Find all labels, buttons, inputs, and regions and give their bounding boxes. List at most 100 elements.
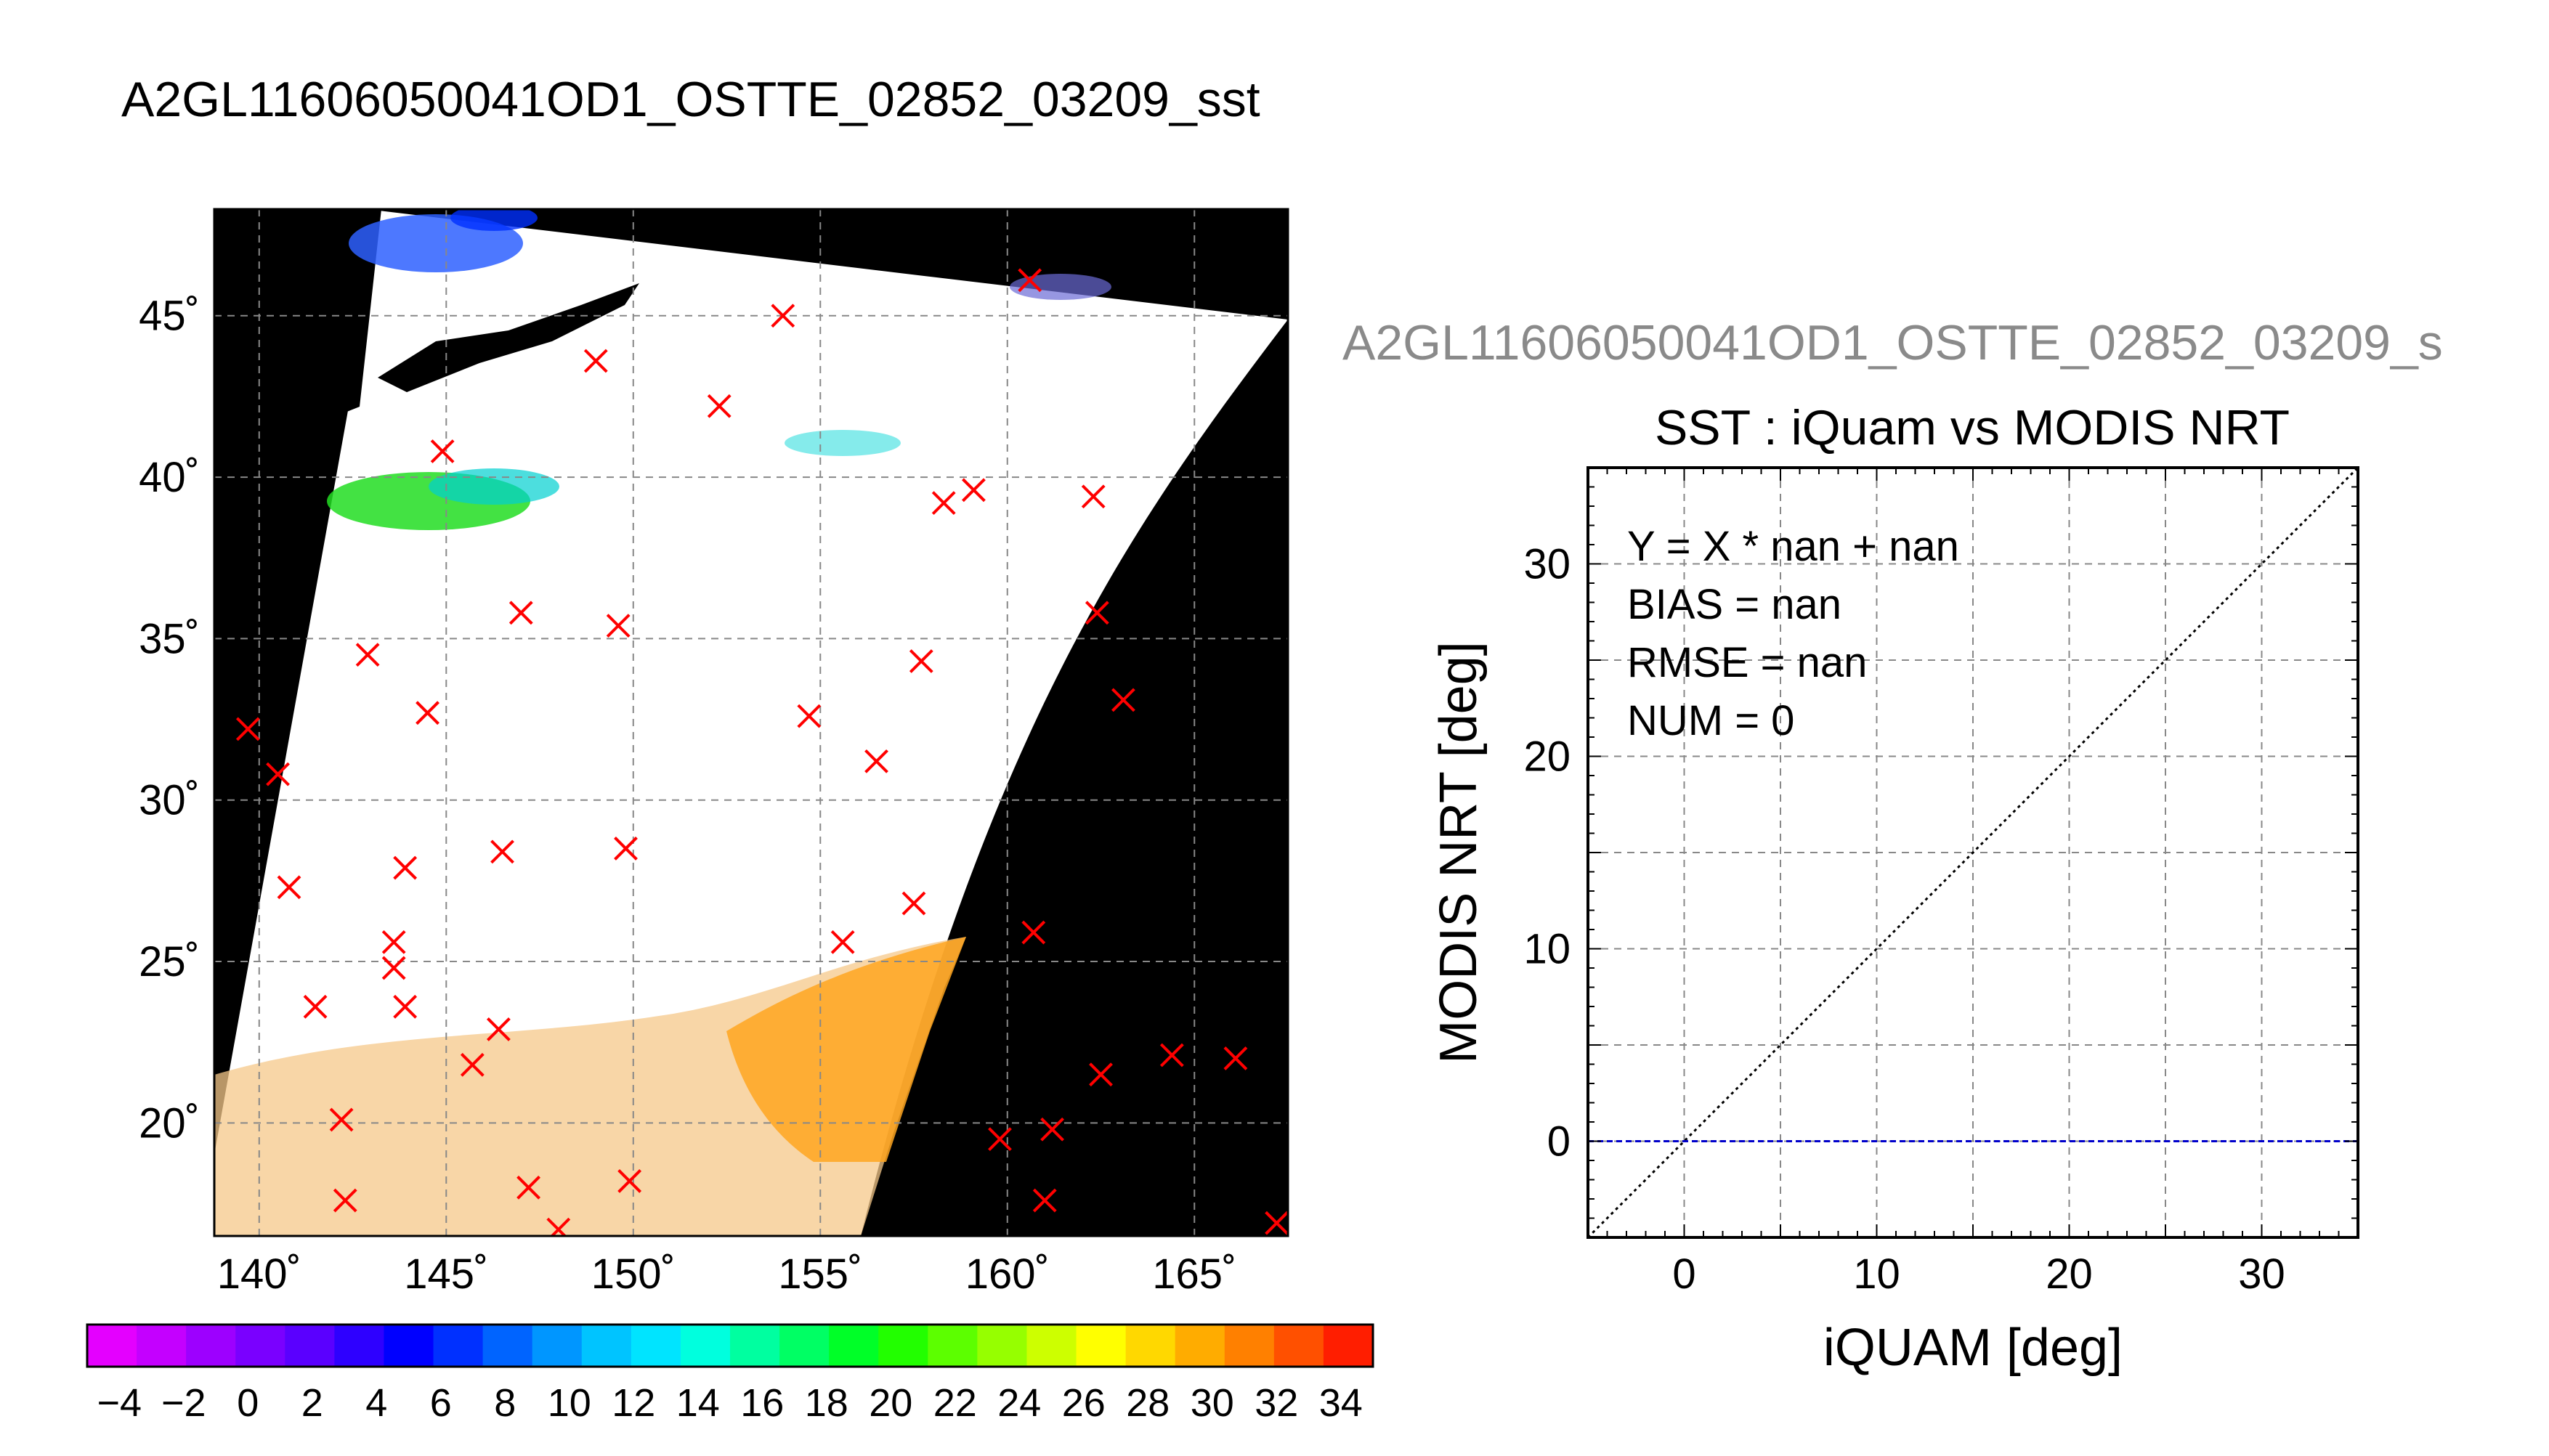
map-lon-tick-label: 165˚ [1152,1250,1236,1298]
colorbar-swatch [1076,1325,1127,1367]
buoy-marker [707,394,732,418]
buoy-marker [546,1217,571,1236]
colorbar-swatch [285,1325,335,1367]
buoy-marker [460,1052,485,1077]
colorbar-swatch [928,1325,978,1367]
x-tick-label: 0 [1672,1250,1695,1298]
buoy-marker [1032,1188,1057,1213]
map-lon-tick-label: 145˚ [404,1250,488,1298]
colorbar-swatch [532,1325,583,1367]
buoy-marker [1089,1062,1113,1087]
buoy-marker [430,439,455,463]
colorbar-swatch [631,1325,681,1367]
colorbar-label: 32 [1255,1381,1298,1425]
colorbar-swatch [1026,1325,1077,1367]
colorbar-swatch [482,1325,533,1367]
map-title: A2GL11606050041OD1_OSTTE_02852_03209_sst [121,72,1260,127]
buoy-marker [381,956,406,980]
buoy-marker [583,349,608,373]
buoy-marker [355,643,380,667]
colorbar-label: 22 [933,1381,977,1425]
x-axis-label: iQUAM [deg] [1823,1319,2123,1377]
colorbar-swatch [829,1325,879,1367]
colorbar-swatch [730,1325,780,1367]
buoy-marker [901,891,926,916]
buoy-marker [797,704,822,728]
colorbar-swatch [137,1325,187,1367]
colorbar-swatch [235,1325,285,1367]
colorbar-label: 14 [676,1381,720,1425]
colorbar: −4 −2 0 2 4 6 8 10 12 14 16 18 20 22 24 26 28 30 32 34 [86,1323,1374,1425]
colorbar-label: 12 [612,1381,655,1425]
buoy-marker [333,1188,357,1213]
buoy-marker [909,649,933,673]
map-lon-tick-label: 160˚ [965,1250,1050,1298]
colorbar-label: 20 [869,1381,912,1425]
sst-patch-north-east [1010,274,1111,300]
colorbar-swatch [186,1325,236,1367]
buoy-marker [606,614,631,638]
colorbar-label: 16 [740,1381,784,1425]
map-lon-tick-label: 155˚ [778,1250,862,1298]
buoy-marker [1111,688,1135,712]
buoy-marker [1040,1117,1064,1142]
colorbar-label: 18 [805,1381,848,1425]
colorbar-swatch [581,1325,632,1367]
buoy-marker [416,701,439,725]
colorbar-swatch [334,1325,384,1367]
buoy-marker [303,994,328,1019]
buoy-marker [962,478,986,503]
chart-title: SST : iQuam vs MODIS NRT [1655,400,2290,455]
map-lon-tick-label: 140˚ [217,1250,301,1298]
colorbar-label: −2 [161,1381,206,1425]
colorbar-swatch [1323,1325,1374,1367]
sst-patch-cyan-east [785,430,901,456]
buoy-marker [508,601,533,625]
buoy-marker [393,994,418,1019]
buoy-marker [1223,1046,1248,1070]
y-tick-label: 20 [1523,733,1571,781]
identity-line [1588,468,2358,1237]
buoy-marker [277,875,301,900]
buoy-marker [1085,601,1109,625]
colorbar-swatch [1175,1325,1225,1367]
map-lat-tick-label: 20˚ [139,1099,200,1147]
y-tick-label: 30 [1523,541,1571,588]
buoy-marker [1021,920,1046,945]
colorbar-label: 6 [430,1381,452,1425]
buoy-marker [381,930,406,954]
buoy-marker [1265,1211,1288,1235]
scatter-plot: 0 10 20 30 0 10 20 30 Y = X * nan + nan BIAS = … [1430,466,2359,1377]
sst-warm-core [726,937,966,1162]
colorbar-swatch [1224,1325,1275,1367]
coastline [378,283,639,392]
sst-patch-cold [450,209,538,231]
buoy-marker [771,304,795,328]
map-lat-tick-label: 35˚ [139,615,200,662]
y-tick-label: 10 [1523,926,1571,973]
buoy-marker [486,1017,511,1041]
buoy-marker [393,855,418,880]
stat-num: NUM = 0 [1627,697,1794,744]
map-lat-tick-label: 30˚ [139,777,200,824]
buoy-marker [1159,1043,1184,1067]
colorbar-label: 30 [1191,1381,1234,1425]
colorbar-swatch [1125,1325,1176,1367]
map-lon-tick-label: 150˚ [591,1250,676,1298]
sst-patch-cyan [429,468,559,505]
buoy-marker [931,491,956,516]
buoy-marker [1081,484,1106,509]
map-lat-tick-label: 25˚ [139,938,200,985]
x-tick-label: 20 [2046,1250,2093,1298]
map-frame [213,208,1289,1237]
colorbar-label: 4 [365,1381,387,1425]
landmass-japan [214,209,381,465]
colorbar-label: 28 [1126,1381,1170,1425]
colorbar-label: 26 [1062,1381,1106,1425]
map-lat-tick-label: 45˚ [139,293,200,340]
x-tick-label: 30 [2238,1250,2285,1298]
colorbar-swatch [680,1325,731,1367]
buoy-marker [516,1175,540,1200]
